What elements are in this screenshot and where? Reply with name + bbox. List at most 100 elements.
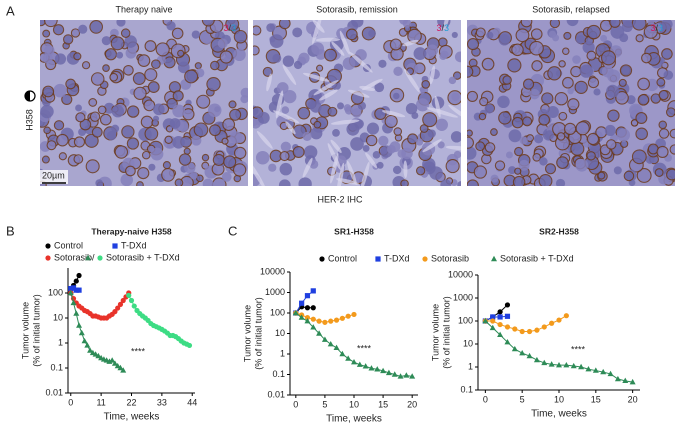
cell (58, 152, 67, 161)
row-label: H358 (24, 109, 34, 131)
data-point (489, 324, 496, 331)
data-point (186, 342, 193, 349)
cell (518, 159, 530, 171)
cell (366, 122, 380, 135)
score-part: 3 (650, 23, 655, 33)
data-point (81, 337, 88, 344)
cell (133, 86, 147, 100)
cell (421, 80, 431, 89)
cell (374, 82, 385, 93)
cell (586, 151, 596, 161)
legend-marker (422, 256, 428, 262)
cell (164, 135, 173, 144)
legend-marker (45, 243, 51, 249)
y-tick-label: 10 (53, 312, 63, 322)
cell (189, 171, 198, 180)
cell (508, 166, 517, 175)
row-icon (24, 90, 36, 102)
cell (374, 107, 387, 121)
stroma (347, 89, 370, 98)
cell (389, 141, 401, 153)
cell (454, 51, 461, 63)
data-point (67, 289, 74, 296)
cell (478, 112, 487, 121)
data-point (374, 366, 381, 372)
stroma (285, 121, 296, 135)
cell (201, 20, 215, 27)
cell (566, 20, 579, 27)
cell (297, 106, 311, 120)
cell (514, 167, 522, 175)
data-point (351, 311, 357, 318)
cell (514, 146, 524, 157)
x-tick-label: 20 (628, 394, 638, 404)
cell (233, 48, 246, 62)
cell (544, 130, 555, 140)
cell (426, 44, 439, 57)
legend-marker (319, 256, 325, 262)
cell (137, 166, 150, 180)
cell (257, 111, 270, 124)
data-point (328, 318, 334, 324)
data-point (304, 293, 311, 299)
stroma (315, 37, 341, 42)
chart-title: Therapy-naive H358 (91, 226, 172, 236)
data-point (115, 305, 121, 311)
cell (70, 28, 81, 38)
cell (313, 120, 322, 129)
cell (141, 150, 151, 160)
data-point (570, 362, 577, 369)
cell (541, 92, 554, 105)
cell (511, 43, 524, 57)
cell (532, 153, 541, 162)
data-point (512, 326, 518, 332)
cell (613, 166, 622, 175)
cell (554, 92, 569, 106)
cell (144, 126, 159, 141)
cell (522, 78, 535, 90)
cell (522, 116, 533, 127)
stroma (360, 161, 370, 186)
data-point (504, 313, 511, 319)
panel-label: B (6, 223, 15, 238)
series-line (295, 290, 314, 314)
data-point (117, 364, 124, 371)
stroma (434, 95, 441, 118)
cell (609, 20, 621, 28)
cell (255, 150, 270, 165)
cell (332, 129, 340, 137)
legend-label: Sotorasib (431, 253, 469, 263)
cell (666, 168, 675, 181)
data-point (333, 317, 340, 323)
cell (102, 64, 110, 72)
cell (310, 127, 323, 140)
score: 3/3 (223, 23, 236, 33)
cell (567, 98, 580, 111)
cell (144, 68, 158, 82)
cell (75, 104, 82, 112)
micrograph (467, 20, 675, 186)
cell (498, 111, 512, 125)
cell (604, 124, 616, 136)
cell (440, 179, 452, 186)
cell (490, 174, 499, 183)
cell (415, 166, 426, 176)
data-point (345, 355, 352, 361)
cell (402, 20, 412, 28)
stroma (327, 143, 341, 170)
cell (54, 53, 67, 65)
stroma (303, 72, 330, 82)
cell (413, 47, 427, 60)
legend-label: Sotorasib + T-DXd (500, 253, 574, 263)
cell (120, 28, 131, 38)
cell (631, 149, 647, 165)
data-point (490, 318, 496, 324)
cell (165, 125, 174, 133)
annotation: **** (571, 344, 586, 354)
cell (196, 94, 211, 109)
cell (279, 151, 290, 162)
data-point (316, 330, 323, 336)
cell (637, 77, 650, 91)
data-point (292, 309, 299, 316)
cell (210, 60, 220, 71)
